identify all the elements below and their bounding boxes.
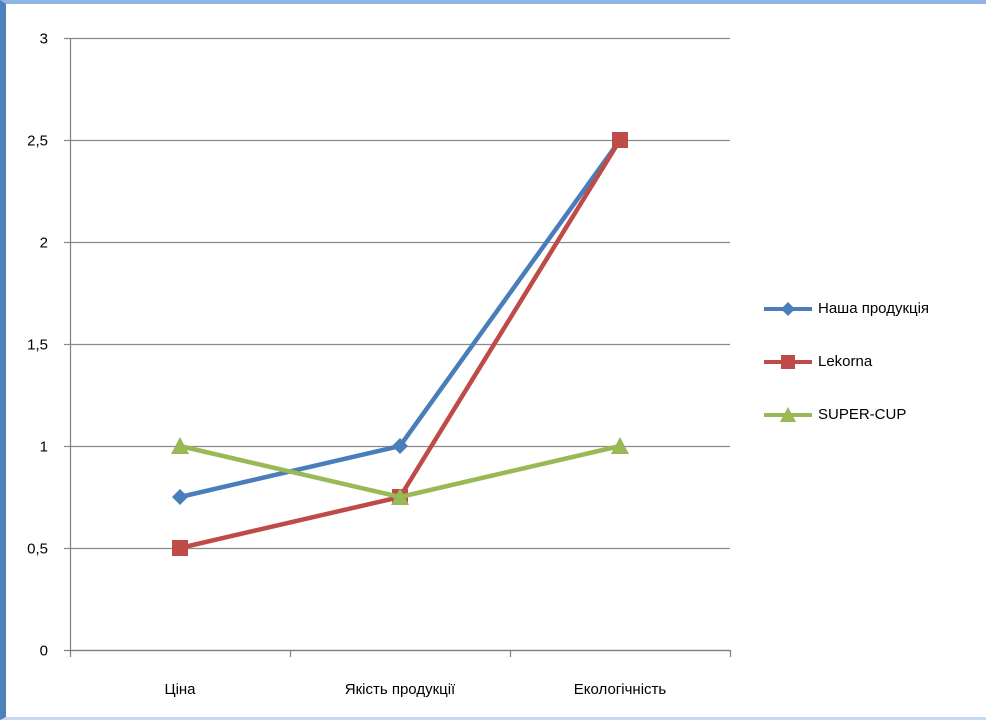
data-point-diamond xyxy=(172,489,188,505)
y-axis-tick-labels: 0 0,5 1 1,5 2 2,5 3 xyxy=(27,31,48,660)
legend-label: SUPER-CUP xyxy=(818,406,907,423)
series-2 xyxy=(171,437,629,505)
data-point-triangle xyxy=(171,437,189,454)
legend-item-series-1: Lekorna xyxy=(762,349,929,374)
x-tick-label: Якість продукції xyxy=(345,681,456,698)
data-point-triangle xyxy=(611,437,629,454)
data-point-square xyxy=(172,540,188,556)
y-tick-label: 0,5 xyxy=(27,541,48,558)
legend-label: Наша продукція xyxy=(818,300,930,317)
x-tick-label: Ціна xyxy=(164,681,196,698)
y-tick-label: 2,5 xyxy=(27,133,48,150)
series-group xyxy=(171,132,629,556)
y-tick-label: 1,5 xyxy=(27,337,48,354)
legend-label: Lekorna xyxy=(818,353,873,370)
data-point-square xyxy=(612,132,628,148)
axes xyxy=(69,38,732,657)
legend-marker-square xyxy=(764,354,812,369)
x-tick-label: Екологічність xyxy=(574,681,667,698)
y-tick-label: 1 xyxy=(40,439,48,456)
x-axis-tick-labels: Ціна Якість продукції Екологічність xyxy=(164,681,666,698)
legend-marker-triangle xyxy=(764,406,812,422)
gridlines xyxy=(64,37,730,652)
y-tick-label: 2 xyxy=(40,235,48,252)
legend-item-series-2: SUPER-CUP xyxy=(762,402,929,427)
data-point-triangle xyxy=(391,488,409,505)
legend: Наша продукція Lekorna SUPER-CUP xyxy=(762,296,929,455)
legend-item-series-0: Наша продукція xyxy=(762,296,929,321)
data-point-diamond xyxy=(392,438,408,454)
series-0 xyxy=(172,132,628,505)
y-tick-label: 3 xyxy=(40,31,48,48)
y-tick-label: 0 xyxy=(40,643,48,660)
legend-marker-diamond xyxy=(764,301,812,316)
